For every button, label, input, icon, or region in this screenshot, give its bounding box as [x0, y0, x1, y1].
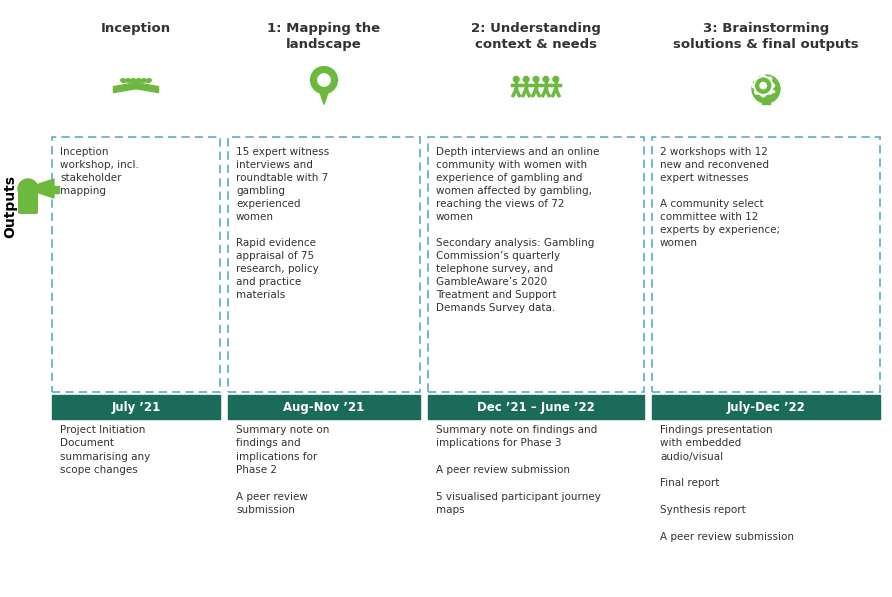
Bar: [652, 395, 880, 419]
Circle shape: [543, 76, 549, 82]
Circle shape: [752, 75, 780, 103]
Bar: [762, 102, 770, 104]
Text: Summary note on findings and
implications for Phase 3

A peer review submission
: Summary note on findings and implication…: [436, 425, 601, 515]
Circle shape: [752, 84, 756, 88]
Text: Aug-Nov ’21: Aug-Nov ’21: [284, 401, 365, 414]
Text: Outputs: Outputs: [3, 176, 17, 238]
Circle shape: [755, 90, 758, 94]
Bar: [52, 137, 220, 392]
Ellipse shape: [136, 79, 141, 82]
Polygon shape: [318, 86, 330, 104]
Text: July ’21: July ’21: [112, 401, 161, 414]
Circle shape: [513, 76, 519, 82]
Bar: [54, 186, 59, 193]
Polygon shape: [135, 82, 159, 93]
Ellipse shape: [126, 79, 131, 82]
Text: Findings presentation
with embedded
audio/visual

Final report

Synthesis report: Findings presentation with embedded audi…: [660, 425, 794, 542]
Text: 3: Brainstorming
solutions & final outputs: 3: Brainstorming solutions & final outpu…: [673, 22, 859, 51]
Circle shape: [761, 93, 765, 97]
Bar: [228, 395, 420, 419]
Polygon shape: [113, 82, 137, 93]
Circle shape: [761, 75, 765, 78]
Bar: [652, 137, 880, 392]
Bar: [428, 395, 644, 419]
Bar: [52, 395, 220, 419]
Circle shape: [756, 78, 771, 93]
FancyBboxPatch shape: [18, 188, 38, 214]
Text: Inception: Inception: [101, 22, 171, 35]
Ellipse shape: [146, 79, 152, 82]
Text: 2 workshops with 12
new and reconvened
expert witnesses

A community select
comm: 2 workshops with 12 new and reconvened e…: [660, 147, 780, 248]
Circle shape: [524, 76, 529, 82]
Ellipse shape: [141, 79, 146, 82]
Circle shape: [768, 77, 772, 81]
Circle shape: [310, 67, 337, 94]
Text: 1: Mapping the
landscape: 1: Mapping the landscape: [268, 22, 381, 51]
Polygon shape: [36, 179, 54, 198]
Text: July-Dec ’22: July-Dec ’22: [727, 401, 805, 414]
Circle shape: [760, 82, 766, 89]
Circle shape: [771, 84, 774, 88]
Circle shape: [18, 179, 38, 199]
Circle shape: [768, 90, 772, 94]
Ellipse shape: [771, 90, 774, 93]
Ellipse shape: [131, 79, 136, 82]
Circle shape: [754, 76, 772, 95]
Text: Summary note on
findings and
implications for
Phase 2

A peer review
submission: Summary note on findings and implication…: [236, 425, 329, 515]
Ellipse shape: [131, 82, 141, 88]
Bar: [228, 137, 420, 392]
Circle shape: [553, 76, 558, 82]
Text: Project Initiation
Document
summarising any
scope changes: Project Initiation Document summarising …: [60, 425, 150, 475]
Text: Depth interviews and an online
community with women with
experience of gambling : Depth interviews and an online community…: [436, 147, 599, 313]
Text: Dec ’21 – June ’22: Dec ’21 – June ’22: [477, 401, 595, 414]
Circle shape: [318, 74, 330, 86]
Circle shape: [533, 76, 539, 82]
Bar: [428, 137, 644, 392]
Text: 15 expert witness
interviews and
roundtable with 7
gambling
experienced
women

R: 15 expert witness interviews and roundta…: [236, 147, 329, 300]
Text: 2: Understanding
context & needs: 2: Understanding context & needs: [471, 22, 601, 51]
Text: Inception
workshop, incl.
stakeholder
mapping: Inception workshop, incl. stakeholder ma…: [60, 147, 139, 196]
Circle shape: [755, 77, 758, 81]
Ellipse shape: [120, 79, 126, 82]
